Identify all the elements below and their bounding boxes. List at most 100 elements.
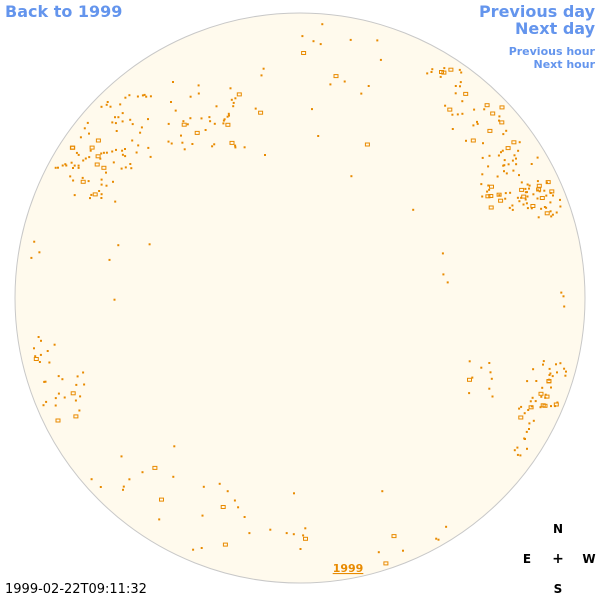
feature-mark xyxy=(117,244,120,247)
feature-mark xyxy=(552,194,554,197)
feature-mark xyxy=(54,166,57,169)
feature-mark xyxy=(502,164,505,167)
feature-mark xyxy=(57,166,59,169)
feature-mark xyxy=(112,161,115,164)
feature-mark xyxy=(511,159,514,162)
feature-mark xyxy=(451,128,454,130)
feature-mark xyxy=(441,70,447,75)
feature-mark xyxy=(448,67,454,72)
feature-mark xyxy=(549,372,552,375)
feature-mark xyxy=(530,204,536,208)
feature-mark xyxy=(301,51,307,55)
feature-mark xyxy=(511,208,514,211)
feature-mark xyxy=(520,405,523,408)
feature-mark xyxy=(518,200,521,203)
feature-mark xyxy=(149,155,152,158)
feature-mark xyxy=(526,380,529,383)
feature-mark xyxy=(504,192,507,195)
feature-mark xyxy=(515,163,518,166)
feature-mark xyxy=(376,39,379,42)
feature-mark xyxy=(100,178,103,181)
feature-mark xyxy=(33,240,36,243)
feature-mark xyxy=(75,383,78,386)
feature-mark xyxy=(83,383,86,386)
feature-mark xyxy=(128,94,131,97)
feature-mark xyxy=(503,159,506,162)
feature-mark xyxy=(200,117,203,120)
feature-mark xyxy=(565,370,567,373)
feature-mark xyxy=(543,206,546,208)
feature-mark xyxy=(546,379,552,383)
feature-mark xyxy=(562,295,565,298)
feature-mark xyxy=(100,193,103,196)
feature-mark xyxy=(105,151,108,154)
feature-mark xyxy=(435,537,438,540)
feature-mark xyxy=(556,371,558,374)
feature-mark xyxy=(459,85,461,88)
feature-mark xyxy=(234,144,237,147)
feature-mark xyxy=(53,343,56,346)
feature-mark xyxy=(367,85,370,87)
feature-mark xyxy=(454,85,457,87)
feature-mark xyxy=(79,136,82,139)
feature-mark xyxy=(197,84,200,87)
feature-mark xyxy=(522,203,525,206)
compass-north: N xyxy=(552,522,564,536)
feature-mark xyxy=(262,67,265,70)
feature-mark xyxy=(503,170,505,173)
feature-mark xyxy=(516,196,519,199)
feature-mark xyxy=(167,122,170,125)
feature-mark xyxy=(536,187,542,192)
feature-mark xyxy=(503,164,506,167)
feature-mark xyxy=(95,138,101,143)
feature-mark xyxy=(92,192,98,197)
feature-mark xyxy=(243,146,246,149)
feature-mark xyxy=(112,180,114,183)
previous-day-link[interactable]: Previous day xyxy=(478,2,595,21)
feature-mark xyxy=(550,386,552,389)
feature-mark xyxy=(430,71,433,73)
feature-mark xyxy=(248,532,251,535)
feature-mark xyxy=(122,488,124,491)
feature-mark xyxy=(545,180,551,185)
feature-mark xyxy=(90,193,93,196)
feature-mark xyxy=(383,561,389,566)
active-region-markers xyxy=(30,23,567,566)
next-day-link[interactable]: Next day xyxy=(515,19,595,38)
feature-mark xyxy=(99,486,102,488)
feature-mark xyxy=(513,449,516,452)
back-to-year-link[interactable]: Back to 1999 xyxy=(5,2,123,21)
feature-mark xyxy=(534,400,537,403)
feature-mark xyxy=(69,175,72,178)
feature-mark xyxy=(536,156,539,159)
feature-mark xyxy=(55,418,61,423)
feature-mark xyxy=(172,81,174,83)
feature-mark xyxy=(229,140,235,145)
feature-mark xyxy=(124,96,127,99)
feature-mark xyxy=(498,198,504,203)
feature-mark xyxy=(465,139,467,142)
feature-mark xyxy=(131,139,134,142)
feature-mark xyxy=(95,154,101,159)
feature-mark xyxy=(170,142,173,145)
year-link[interactable]: 1999 xyxy=(333,562,364,575)
feature-mark xyxy=(560,291,563,294)
feature-mark xyxy=(544,394,550,399)
feature-mark xyxy=(563,305,566,308)
next-hour-link[interactable]: Next hour xyxy=(533,58,596,71)
feature-mark xyxy=(481,173,484,176)
feature-mark xyxy=(121,120,124,123)
feature-mark xyxy=(468,360,471,363)
feature-mark xyxy=(544,393,547,396)
compass-center: + xyxy=(552,551,564,567)
feature-mark xyxy=(114,122,117,125)
previous-hour-link[interactable]: Previous hour xyxy=(508,45,595,58)
feature-mark xyxy=(100,152,103,155)
feature-mark xyxy=(200,547,203,549)
feature-mark xyxy=(167,140,170,143)
feature-mark xyxy=(181,141,184,144)
feature-mark xyxy=(542,360,545,363)
feature-mark xyxy=(131,123,134,126)
feature-mark xyxy=(130,167,133,170)
feature-mark xyxy=(526,191,528,194)
